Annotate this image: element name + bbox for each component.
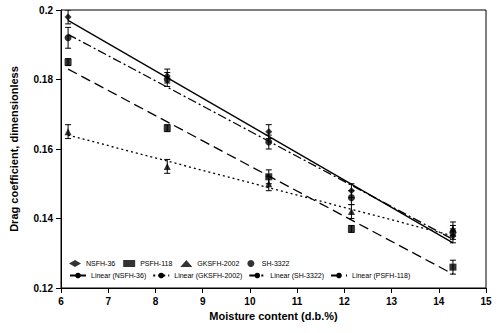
svg-text:NSFH-36: NSFH-36: [86, 260, 115, 267]
svg-text:7: 7: [105, 296, 111, 307]
svg-text:Linear (GKSFH-2002): Linear (GKSFH-2002): [174, 272, 242, 280]
svg-text:Moisture content (d.b.%): Moisture content (d.b.%): [209, 310, 338, 322]
svg-text:0.16: 0.16: [34, 144, 54, 155]
svg-text:Linear (SH-3322): Linear (SH-3322): [270, 272, 324, 280]
svg-text:Linear (PSFH-118): Linear (PSFH-118): [352, 272, 410, 280]
svg-text:14: 14: [433, 296, 445, 307]
svg-text:SH-3322: SH-3322: [262, 260, 290, 267]
svg-text:10: 10: [244, 296, 256, 307]
svg-text:6: 6: [58, 296, 64, 307]
svg-text:0.2: 0.2: [39, 5, 53, 16]
svg-text:0.14: 0.14: [34, 213, 54, 224]
svg-text:8: 8: [153, 296, 159, 307]
svg-text:15: 15: [480, 296, 492, 307]
svg-text:9: 9: [200, 296, 206, 307]
svg-text:GKSFH-2002: GKSFH-2002: [197, 260, 239, 267]
svg-text:13: 13: [386, 296, 398, 307]
svg-text:Drag coefficient, dimensionles: Drag coefficient, dimensionless: [8, 66, 20, 232]
svg-text:12: 12: [339, 296, 351, 307]
svg-text:0.18: 0.18: [34, 74, 54, 85]
svg-text:PSFH-118: PSFH-118: [140, 260, 172, 267]
svg-text:11: 11: [292, 296, 303, 307]
svg-text:Linear (NSFH-36): Linear (NSFH-36): [91, 272, 146, 280]
svg-text:0.12: 0.12: [34, 283, 54, 294]
